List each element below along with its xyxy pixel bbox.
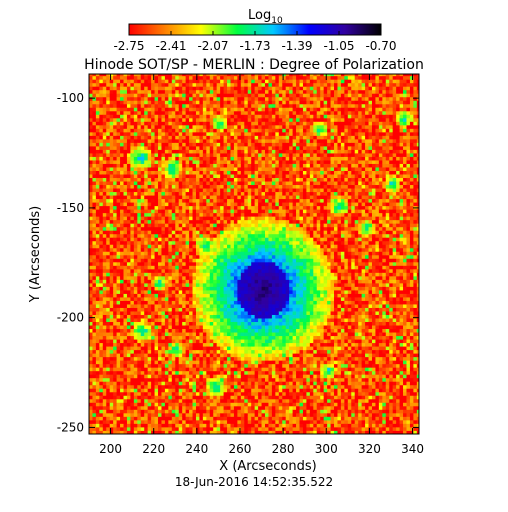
x-axis: 200 220 240 260 280 300 320 340 xyxy=(99,74,424,456)
x-tick-label: 280 xyxy=(272,442,295,456)
colorbar-tick-label: -1.39 xyxy=(281,39,312,53)
colorbar-tick-label: -1.73 xyxy=(239,39,270,53)
heatmap-image xyxy=(89,74,419,434)
x-tick-label: 320 xyxy=(358,442,381,456)
chart-title: Hinode SOT/SP - MERLIN : Degree of Polar… xyxy=(84,57,424,73)
plot-frame xyxy=(88,73,420,435)
x-tick-label: 300 xyxy=(315,442,338,456)
colorbar-tick-label: -2.41 xyxy=(155,39,186,53)
y-tick-label: -150 xyxy=(57,201,84,215)
colorbar-tick-label: -1.05 xyxy=(323,39,354,53)
x-tick-label: 240 xyxy=(185,442,208,456)
y-tick-label: -100 xyxy=(57,91,84,105)
colorbar-tick-label: -2.07 xyxy=(197,39,228,53)
colorbar-tick-label: -0.70 xyxy=(365,39,396,53)
x-tick-label: 220 xyxy=(142,442,165,456)
x-axis-label: X (Arcseconds) xyxy=(219,459,316,474)
colorbar-label: Log10 xyxy=(248,8,283,26)
timestamp: 18-Jun-2016 14:52:35.522 xyxy=(175,475,333,489)
y-axis: -100 -150 -200 -250 xyxy=(57,91,419,434)
y-tick-label: -250 xyxy=(57,420,84,434)
x-tick-label: 200 xyxy=(99,442,122,456)
colorbar-tick-label: -2.75 xyxy=(113,39,144,53)
y-tick-label: -200 xyxy=(57,311,84,325)
y-axis-label: Y (Arcseconds) xyxy=(28,206,43,303)
colorbar-ticks: -2.75 -2.41 -2.07 -1.73 -1.39 -1.05 -0.70 xyxy=(113,31,397,53)
x-tick-label: 260 xyxy=(229,442,252,456)
x-tick-label: 340 xyxy=(401,442,424,456)
